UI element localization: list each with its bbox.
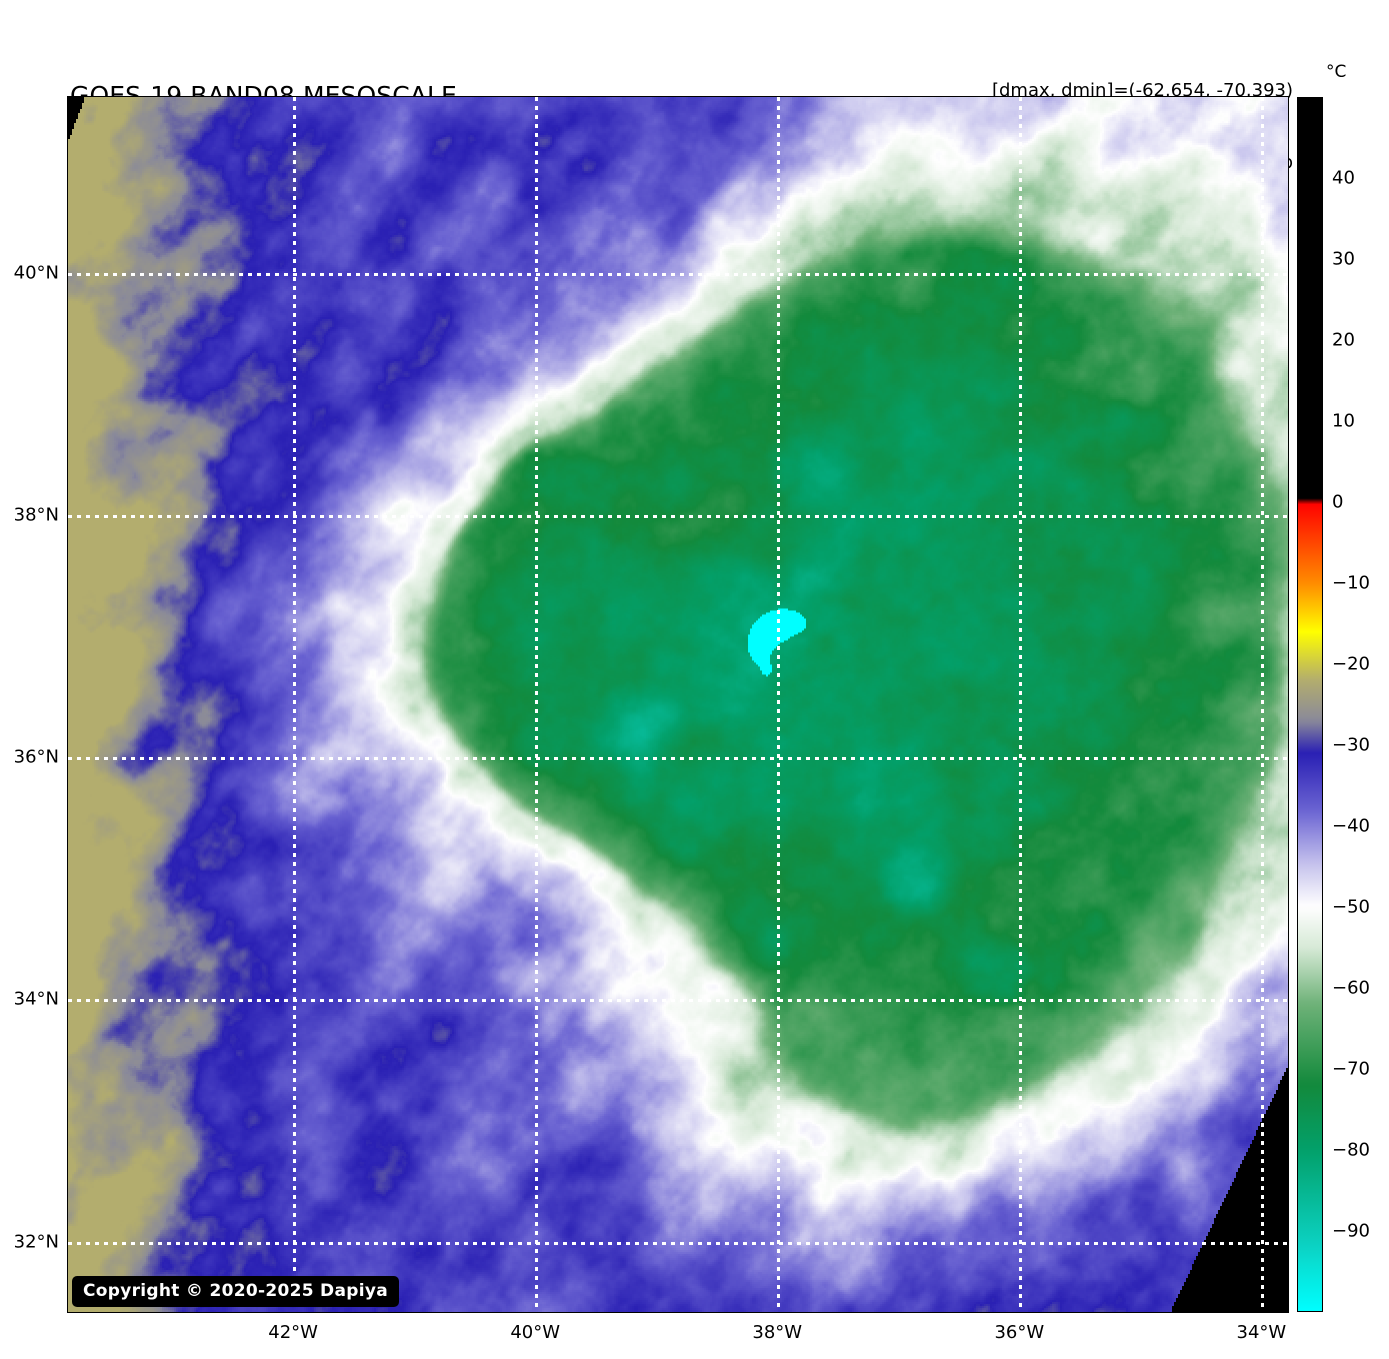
satellite-image-plot[interactable] bbox=[68, 97, 1288, 1312]
colorbar-gradient bbox=[1298, 98, 1322, 1311]
colorbar-tick-12: −80 bbox=[1332, 1139, 1370, 1161]
colorbar-tick-8: −40 bbox=[1332, 815, 1370, 837]
latitude-tick-0: 40°N bbox=[13, 262, 59, 284]
colorbar-tick-7: −30 bbox=[1332, 734, 1370, 756]
colorbar-tick-2: 20 bbox=[1332, 329, 1355, 351]
longitude-tick-4: 34°W bbox=[1236, 1322, 1287, 1343]
colorbar-tick-3: 10 bbox=[1332, 410, 1355, 432]
latitude-tick-2: 36°N bbox=[13, 746, 59, 768]
copyright-watermark: Copyright © 2020-2025 Dapiya bbox=[72, 1276, 399, 1307]
colorbar-tick-0: 40 bbox=[1332, 167, 1355, 189]
longitude-tick-1: 40°W bbox=[510, 1322, 561, 1343]
data-range-label: [dmax, dmin]=(-62.654, -70.393) bbox=[991, 80, 1293, 101]
latitude-tick-4: 32°N bbox=[13, 1231, 59, 1253]
colorbar-unit-label: °C bbox=[1326, 62, 1347, 82]
colorbar-tick-13: −90 bbox=[1332, 1220, 1370, 1242]
longitude-tick-3: 36°W bbox=[994, 1322, 1045, 1343]
colorbar-tick-5: −10 bbox=[1332, 572, 1370, 594]
longitude-tick-0: 42°W bbox=[268, 1322, 318, 1343]
colorbar-tick-1: 30 bbox=[1332, 248, 1355, 270]
longitude-tick-2: 38°W bbox=[752, 1322, 803, 1343]
colorbar-tick-9: −50 bbox=[1332, 896, 1370, 918]
latitude-tick-1: 38°N bbox=[13, 504, 59, 526]
colorbar-tick-6: −20 bbox=[1332, 653, 1370, 675]
temperature-colorbar[interactable] bbox=[1297, 97, 1323, 1312]
latitude-tick-3: 34°N bbox=[13, 988, 59, 1010]
colorbar-tick-11: −70 bbox=[1332, 1058, 1370, 1080]
colorbar-tick-10: −60 bbox=[1332, 977, 1370, 999]
colorbar-tick-4: 0 bbox=[1332, 491, 1344, 513]
satellite-imagery-canvas bbox=[68, 97, 1288, 1312]
